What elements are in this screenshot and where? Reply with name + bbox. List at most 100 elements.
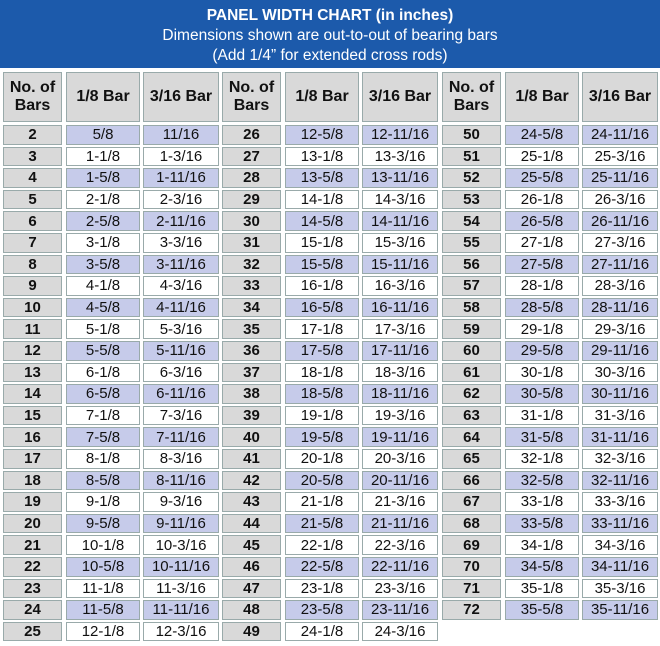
subtitle: Dimensions shown are out-to-out of beari… [162, 27, 498, 44]
width-value: 2-11/16 [143, 211, 219, 231]
width-value: 11-1/8 [66, 578, 140, 599]
width-value: 27-1/8 [505, 233, 579, 253]
width-value: 7-1/8 [66, 405, 140, 426]
width-value: 14-11/16 [362, 211, 438, 231]
width-value: 6-11/16 [143, 384, 219, 404]
width-value: 20-11/16 [362, 470, 438, 491]
width-value: 20-5/8 [285, 470, 359, 491]
width-value: 5/8 [66, 125, 140, 145]
width-value: 16-11/16 [362, 297, 438, 318]
subtitle: (Add 1/4” for extended cross rods) [212, 47, 448, 64]
width-value: 11-3/16 [143, 578, 219, 599]
width-value: 35-11/16 [582, 600, 658, 620]
width-value: 19-11/16 [362, 427, 438, 447]
width-value: 7-5/8 [66, 427, 140, 447]
bar-count: 11 [3, 319, 62, 339]
column-header: 1/8 Bar [285, 72, 359, 122]
width-value: 17-11/16 [362, 341, 438, 361]
bar-count: 19 [3, 492, 62, 512]
width-value: 31-11/16 [582, 427, 658, 447]
width-value: 34-1/8 [505, 535, 579, 555]
width-value: 19-5/8 [285, 427, 359, 447]
width-value: 30-1/8 [505, 362, 579, 383]
bar-count: 38 [222, 384, 281, 404]
width-value: 20-3/16 [362, 449, 438, 469]
bar-count: 63 [442, 405, 501, 426]
bar-count: 29 [222, 189, 281, 210]
width-value: 8-5/8 [66, 470, 140, 491]
bar-count: 67 [442, 492, 501, 512]
bar-count: 68 [442, 513, 501, 534]
bar-count: 31 [222, 233, 281, 253]
bar-count: 22 [3, 557, 62, 577]
width-value: 10-5/8 [66, 557, 140, 577]
bar-count: 43 [222, 492, 281, 512]
width-value: 6-1/8 [66, 362, 140, 383]
bar-count: 33 [222, 276, 281, 296]
bar-count: 25 [3, 621, 62, 642]
bar-count: 39 [222, 405, 281, 426]
bar-count: 3 [3, 146, 62, 167]
bar-count: 4 [3, 168, 62, 188]
width-value: 26-11/16 [582, 211, 658, 231]
width-value: 18-1/8 [285, 362, 359, 383]
width-value: 23-3/16 [362, 578, 438, 599]
width-value: 22-11/16 [362, 557, 438, 577]
bar-count: 17 [3, 449, 62, 469]
bar-count: 69 [442, 535, 501, 555]
width-value: 13-3/16 [362, 146, 438, 167]
width-value: 28-3/16 [582, 276, 658, 296]
width-value: 24-1/8 [285, 621, 359, 642]
bar-count: 59 [442, 319, 501, 339]
width-value: 17-1/8 [285, 319, 359, 339]
width-value: 9-11/16 [143, 513, 219, 534]
width-value: 11/16 [143, 125, 219, 145]
width-value: 21-5/8 [285, 513, 359, 534]
width-value: 9-3/16 [143, 492, 219, 512]
bar-count: 37 [222, 362, 281, 383]
width-value: 4-11/16 [143, 297, 219, 318]
width-value: 11-11/16 [143, 600, 219, 620]
width-value: 35-3/16 [582, 578, 658, 599]
width-value: 5-5/8 [66, 341, 140, 361]
width-value: 33-5/8 [505, 513, 579, 534]
width-value: 33-3/16 [582, 492, 658, 512]
width-value: 4-5/8 [66, 297, 140, 318]
bar-count: 24 [3, 600, 62, 620]
bar-count: 14 [3, 384, 62, 404]
bar-count: 61 [442, 362, 501, 383]
bar-count: 58 [442, 297, 501, 318]
bar-count: 44 [222, 513, 281, 534]
width-value: 1-5/8 [66, 168, 140, 188]
width-value: 29-5/8 [505, 341, 579, 361]
bar-count: 7 [3, 233, 62, 253]
bar-count: 52 [442, 168, 501, 188]
column-header: 3/16 Bar [582, 72, 658, 122]
width-value: 32-3/16 [582, 449, 658, 469]
width-value: 35-5/8 [505, 600, 579, 620]
width-value: 9-5/8 [66, 513, 140, 534]
bar-count: 56 [442, 254, 501, 275]
width-value: 16-1/8 [285, 276, 359, 296]
width-value: 3-5/8 [66, 254, 140, 275]
width-value: 12-5/8 [285, 125, 359, 145]
bar-count: 49 [222, 621, 281, 642]
width-value: 4-3/16 [143, 276, 219, 296]
width-value: 25-5/8 [505, 168, 579, 188]
width-value: 25-11/16 [582, 168, 658, 188]
column-header: 3/16 Bar [362, 72, 438, 122]
bar-count: 50 [442, 125, 501, 145]
width-value: 10-11/16 [143, 557, 219, 577]
bar-count: 13 [3, 362, 62, 383]
bar-count: 45 [222, 535, 281, 555]
width-value: 12-3/16 [143, 621, 219, 642]
width-value: 31-1/8 [505, 405, 579, 426]
bar-count: 48 [222, 600, 281, 620]
column-header: No. of Bars [442, 72, 501, 122]
bar-count: 53 [442, 189, 501, 210]
bar-count: 54 [442, 211, 501, 231]
width-value: 12-11/16 [362, 125, 438, 145]
width-value: 5-11/16 [143, 341, 219, 361]
width-value: 24-5/8 [505, 125, 579, 145]
